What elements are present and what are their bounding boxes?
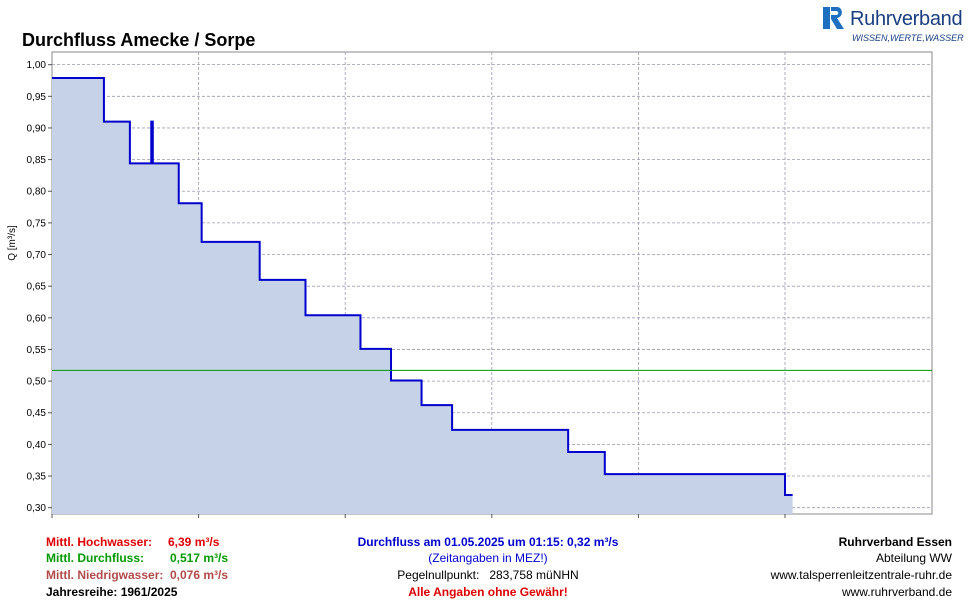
discharge-area: [52, 77, 793, 515]
y-tick-label: 0,55: [27, 345, 47, 356]
y-tick-label: 0,60: [27, 313, 47, 324]
mean-low-water-value: 0,076 m³/s: [170, 568, 229, 582]
mean-low-water-label: Mittl. Niedrigwasser:: [46, 568, 164, 582]
ruhrverband-logo[interactable]: Ruhrverband WISSEN,WERTE,WASSER: [822, 6, 964, 46]
ruhrverband-r-logo-icon: [823, 7, 844, 29]
mean-discharge-value: 0,517 m³/s: [170, 551, 229, 565]
y-tick-label: 0,45: [27, 408, 47, 419]
mean-discharge-label: Mittl. Durchfluss:: [46, 551, 144, 565]
y-tick-label: 0,70: [27, 250, 47, 261]
department: Abteilung WW: [875, 551, 952, 565]
mean-high-water-label: Mittl. Hochwasser:: [46, 535, 153, 549]
mean-high-water-value: 6,39 m³/s: [168, 535, 220, 549]
y-tick-label: 0,95: [27, 92, 47, 103]
y-tick-label: 0,40: [27, 440, 47, 451]
y-tick-label: 1,00: [27, 60, 47, 71]
discharge-chart: 1,00 0,95 0,90 0,85 0,80 0,75 0,70 0,65 0,60 0,55…: [7, 51, 933, 518]
y-tick-label: 0,65: [27, 282, 47, 293]
discharge-line: [52, 76, 793, 497]
chart-title: Durchfluss Amecke / Sorpe: [22, 30, 256, 50]
logo-name: Ruhrverband: [850, 8, 963, 30]
y-axis-label: Q [m³/s]: [7, 225, 18, 261]
y-tick-label: 0,80: [27, 187, 47, 198]
gauge-zero: Pegelnullpunkt: 283,758 müNHN: [397, 568, 579, 582]
y-tick-label: 0,35: [27, 472, 47, 483]
disclaimer: Alle Angaben ohne Gewähr!: [408, 585, 568, 599]
y-tick-label: 0,50: [27, 377, 47, 388]
organisation: Ruhrverband Essen: [838, 535, 952, 549]
y-tick-label: 0,90: [27, 123, 47, 134]
logo-tagline: WISSEN,WERTE,WASSER: [852, 33, 964, 43]
y-tick-label: 0,30: [27, 503, 47, 514]
website-link-1[interactable]: www.talsperrenleitzentrale-ruhr.de: [770, 568, 952, 582]
current-discharge: Durchfluss am 01.05.2025 um 01:15: 0,32 …: [357, 535, 619, 549]
y-tick-label: 0,85: [27, 155, 47, 166]
timezone-note: (Zeitangaben in MEZ!): [428, 551, 548, 565]
y-tick-label: 0,75: [27, 218, 47, 229]
website-link-2[interactable]: www.ruhrverband.de: [841, 585, 952, 599]
year-series: Jahresreihe: 1961/2025: [46, 585, 178, 599]
